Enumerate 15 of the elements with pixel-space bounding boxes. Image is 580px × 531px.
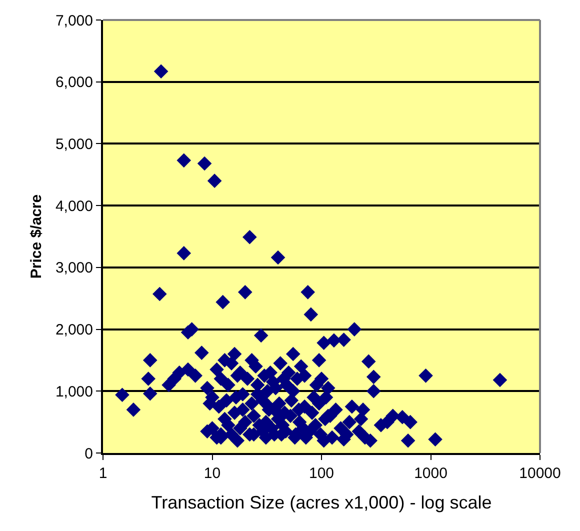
y-tick-label: 1,000 — [55, 383, 93, 400]
x-tick-label: 1 — [98, 465, 108, 482]
x-tick-label: 10 — [204, 465, 221, 482]
x-tick-label: 1000 — [414, 465, 448, 482]
y-tick-label: 7,000 — [55, 12, 93, 30]
y-tick-label: 0 — [84, 445, 93, 462]
y-axis-title: Price $/acre — [28, 194, 46, 279]
x-tick-label: 100 — [308, 465, 334, 482]
y-tick-label: 6,000 — [55, 74, 93, 92]
y-tick-label: 5,000 — [55, 136, 93, 153]
y-tick-label: 3,000 — [55, 260, 93, 277]
x-axis-title: Transaction Size (acres x1,000) - log scale — [151, 492, 492, 513]
y-tick-label: 4,000 — [55, 198, 93, 215]
y-tick-label: 2,000 — [55, 322, 93, 339]
x-tick-label: 10000 — [519, 465, 561, 482]
